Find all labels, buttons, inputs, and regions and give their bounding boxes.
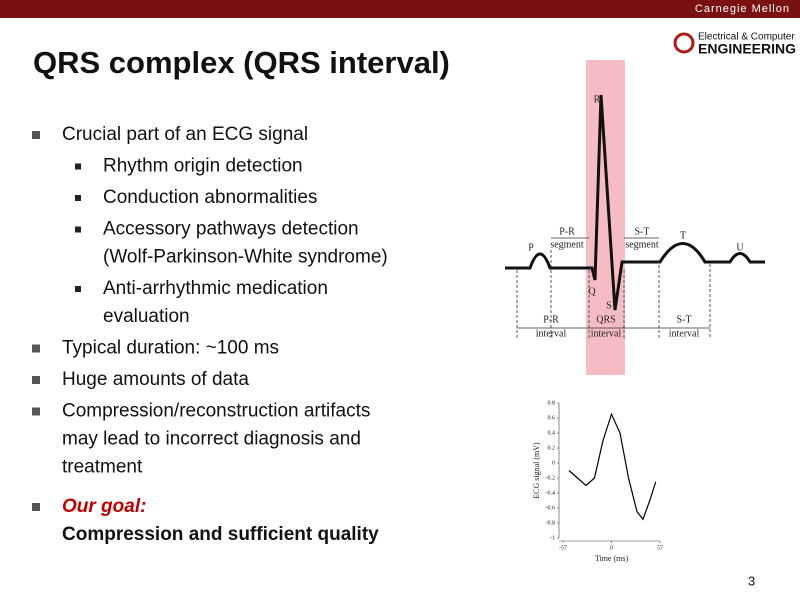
y-tick-label: -0.8 [546, 520, 556, 526]
logo-icon [673, 32, 695, 54]
y-tick-label: -1 [550, 535, 555, 541]
bullet-marker [32, 503, 40, 511]
y-axis-label: ECG signal (mV) [532, 442, 541, 499]
bullet-text: Compression/reconstruction artifacts [62, 401, 370, 422]
sub-bullet-text: evaluation [103, 306, 190, 327]
department: Electrical & Computer [698, 32, 795, 43]
ecg-label: interval [591, 328, 622, 339]
ecg-label: P [528, 242, 534, 253]
dividers [516, 250, 711, 338]
sub-bullet-marker [75, 226, 81, 233]
x-tick-label: -57 [559, 545, 567, 551]
sub-bullet-marker [75, 286, 81, 292]
bullet-text: may lead to incorrect diagnosis and [62, 429, 361, 450]
y-tick-label: -0.4 [546, 490, 556, 496]
y-tick-label: 0.8 [548, 400, 556, 406]
ecg-diagram [505, 94, 765, 338]
bullet-text: Huge amounts of data [62, 369, 249, 390]
x-axis-label: Time (ms) [595, 554, 629, 563]
y-tick-label: 0.6 [548, 415, 556, 421]
bullet-text: treatment [62, 457, 143, 478]
goal-text: Compression and sufficient quality [62, 524, 379, 545]
header-bar [0, 0, 800, 18]
ecg-label: P-R [543, 314, 559, 325]
y-tick-label: 0 [552, 460, 555, 466]
y-tick-label: -0.2 [546, 475, 556, 481]
sub-bullet-marker [75, 195, 81, 201]
bullet-text: Crucial part of an ECG signal [62, 124, 308, 145]
slide-title: QRS complex (QRS interval) [33, 45, 450, 80]
department: ENGINEERING [698, 41, 796, 57]
institution: Carnegie Mellon [695, 3, 790, 15]
page-number: 3 [748, 573, 755, 588]
bullet-marker [32, 376, 40, 384]
bullet-marker [32, 131, 40, 139]
ecg-label: S-T [635, 226, 650, 237]
bullet-marker [32, 407, 40, 416]
ecg-label: QRS [596, 314, 615, 325]
ecg-label: segment [550, 239, 584, 250]
ecg-label: Q [588, 286, 596, 297]
ecg-label: interval [669, 328, 700, 339]
ecg-label: U [736, 242, 744, 253]
interval-arrows [517, 237, 710, 329]
ecg-label: interval [536, 328, 567, 339]
sub-bullet-text: Accessory pathways detection [103, 219, 359, 240]
y-tick-label: 0.2 [548, 445, 556, 451]
signal-line [568, 412, 657, 521]
sub-bullet-marker [75, 163, 81, 170]
x-tick-label: 57 [657, 545, 663, 551]
ecg-label: S [606, 300, 612, 311]
goal-label: Our goal: [62, 496, 146, 517]
ecg-label: segment [625, 239, 659, 250]
ecg-label: P-R [559, 226, 575, 237]
bullet-marker [32, 344, 40, 353]
qrs-highlight [586, 60, 625, 375]
sub-bullet-text: (Wolf-Parkinson-White syndrome) [103, 247, 388, 268]
ecg-label: R [594, 94, 601, 105]
y-tick-label: -0.6 [546, 505, 556, 511]
y-tick-label: 0.4 [548, 430, 556, 436]
bullet-text: Typical duration: ~100 ms [62, 338, 279, 359]
x-tick-label: 0 [610, 545, 613, 551]
sub-bullet-text: Rhythm origin detection [103, 156, 303, 177]
ecg-label: T [680, 230, 686, 241]
sub-bullet-text: Anti-arrhythmic medication [103, 278, 328, 299]
ecg-label: S-T [677, 314, 692, 325]
sub-bullet-text: Conduction abnormalities [103, 187, 317, 208]
ecg-trace [505, 94, 765, 311]
